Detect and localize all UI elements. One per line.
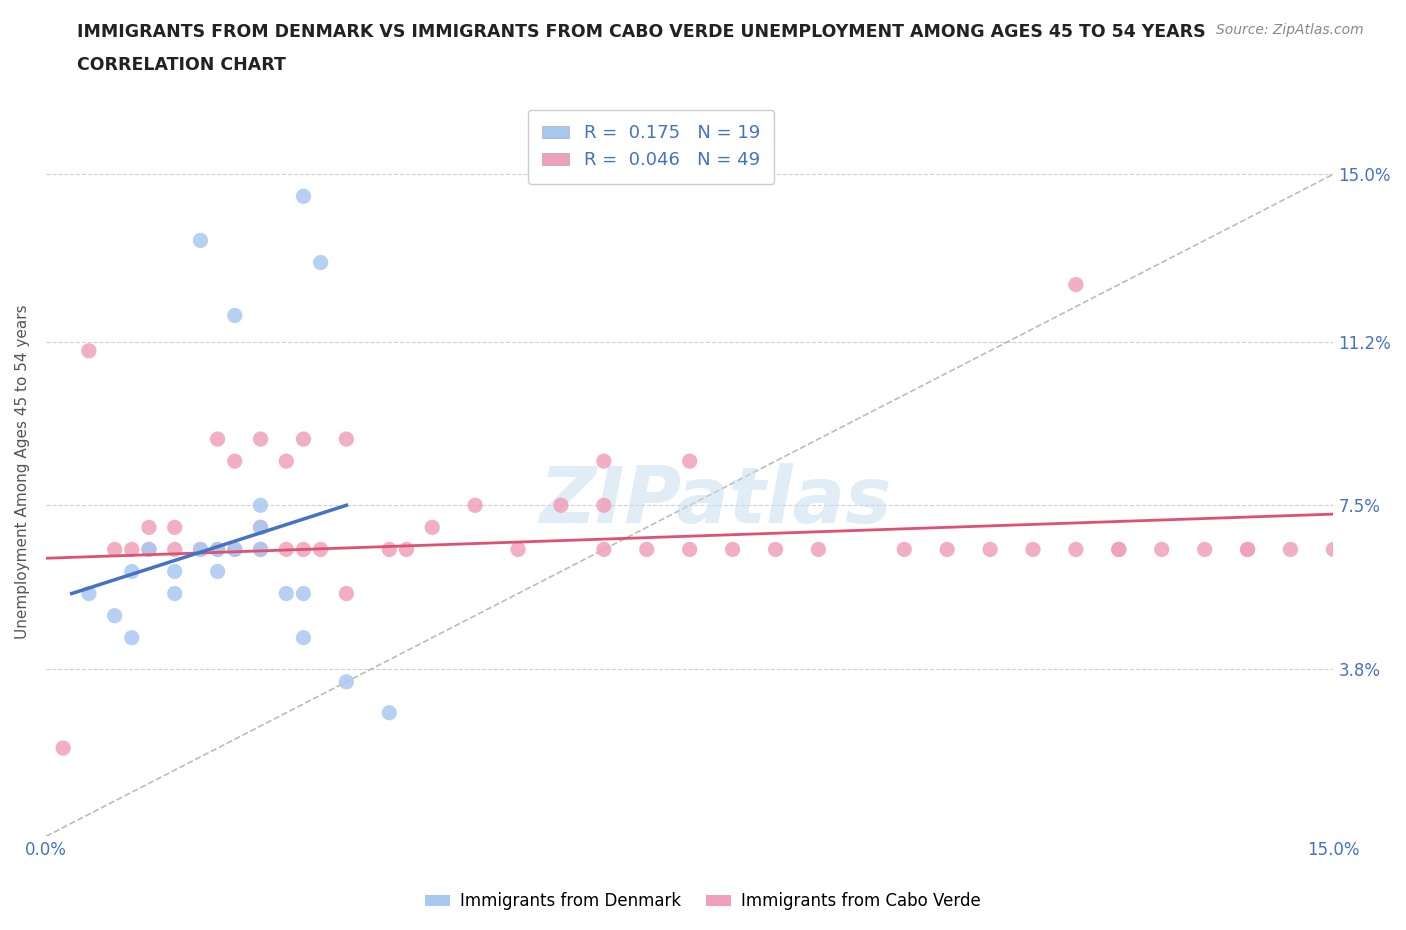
Text: Source: ZipAtlas.com: Source: ZipAtlas.com (1216, 23, 1364, 37)
Point (104, 608, 127, 623)
Point (121, 631, 143, 645)
Point (721, 542, 744, 557)
Point (309, 542, 332, 557)
Point (104, 542, 127, 557)
Point (807, 542, 830, 557)
Point (464, 498, 486, 512)
Point (592, 498, 614, 512)
Point (309, 255, 332, 270)
Point (121, 565, 143, 579)
Legend: R =  0.175   N = 19, R =  0.046   N = 49: R = 0.175 N = 19, R = 0.046 N = 49 (527, 110, 775, 183)
Legend: Immigrants from Denmark, Immigrants from Cabo Verde: Immigrants from Denmark, Immigrants from… (419, 885, 987, 917)
Text: CORRELATION CHART: CORRELATION CHART (77, 56, 287, 73)
Point (335, 674, 357, 689)
Point (224, 542, 246, 557)
Point (1022, 542, 1045, 557)
Point (420, 520, 443, 535)
Point (249, 498, 271, 512)
Point (1108, 542, 1130, 557)
Point (378, 542, 401, 557)
Point (249, 542, 271, 557)
Point (207, 565, 229, 579)
Point (249, 520, 271, 535)
Point (276, 542, 298, 557)
Point (190, 542, 212, 557)
Point (1236, 542, 1258, 557)
Point (207, 432, 229, 446)
Point (1150, 542, 1173, 557)
Point (1279, 542, 1302, 557)
Point (77, 343, 100, 358)
Point (592, 542, 614, 557)
Point (52, 740, 75, 755)
Point (292, 631, 315, 645)
Point (163, 565, 186, 579)
Point (224, 454, 246, 469)
Point (679, 542, 702, 557)
Point (1064, 277, 1087, 292)
Point (765, 542, 787, 557)
Point (936, 542, 959, 557)
Point (276, 586, 298, 601)
Point (163, 586, 186, 601)
Point (335, 586, 357, 601)
Point (190, 542, 212, 557)
Point (249, 520, 271, 535)
Point (249, 432, 271, 446)
Point (207, 542, 229, 557)
Point (550, 498, 572, 512)
Point (292, 189, 315, 204)
Point (1194, 542, 1216, 557)
Point (592, 454, 614, 469)
Point (1108, 542, 1130, 557)
Point (77, 586, 100, 601)
Point (292, 432, 315, 446)
Point (506, 542, 529, 557)
Point (378, 705, 401, 720)
Point (138, 542, 160, 557)
Text: ZIPatlas: ZIPatlas (540, 463, 891, 539)
Y-axis label: Unemployment Among Ages 45 to 54 years: Unemployment Among Ages 45 to 54 years (15, 305, 30, 640)
Point (224, 542, 246, 557)
Point (121, 542, 143, 557)
Point (207, 542, 229, 557)
Point (679, 454, 702, 469)
Point (249, 542, 271, 557)
Point (893, 542, 915, 557)
Text: IMMIGRANTS FROM DENMARK VS IMMIGRANTS FROM CABO VERDE UNEMPLOYMENT AMONG AGES 45: IMMIGRANTS FROM DENMARK VS IMMIGRANTS FR… (77, 23, 1206, 41)
Point (335, 432, 357, 446)
Point (138, 520, 160, 535)
Point (190, 233, 212, 248)
Point (224, 308, 246, 323)
Point (1064, 542, 1087, 557)
Point (636, 542, 658, 557)
Point (1236, 542, 1258, 557)
Point (163, 542, 186, 557)
Point (138, 542, 160, 557)
Point (163, 520, 186, 535)
Point (292, 542, 315, 557)
Point (979, 542, 1001, 557)
Point (1322, 542, 1344, 557)
Point (292, 586, 315, 601)
Point (276, 454, 298, 469)
Point (395, 542, 418, 557)
